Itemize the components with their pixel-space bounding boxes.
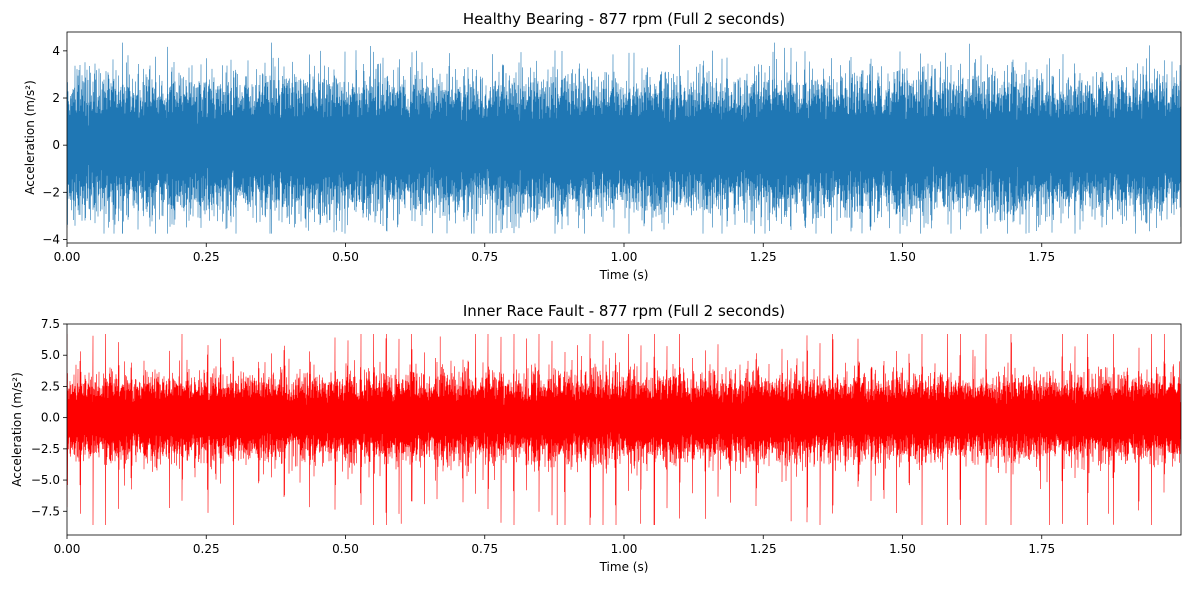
signal-trace	[67, 333, 1181, 526]
y-tick-label: 2	[52, 91, 60, 105]
inner-race-fault-panel: 0.00 0.25 0.50 0.75 1.00 1.25 1.50 1.75 −7.5 −5.0…	[10, 302, 1182, 574]
x-tick-label: 0.25	[193, 542, 220, 556]
x-tick-label: 0.00	[54, 542, 81, 556]
x-axis-label: Time (s)	[599, 268, 649, 282]
y-tick-label: 4	[52, 44, 60, 58]
x-axis-label: Time (s)	[599, 560, 649, 574]
y-tick-label: −4	[42, 232, 60, 246]
x-tick-label: 0.00	[54, 250, 81, 264]
x-tick-label: 1.00	[611, 250, 638, 264]
y-tick-label: 7.5	[41, 317, 60, 331]
x-tick-label: 1.75	[1028, 250, 1055, 264]
y-tick-label: −2	[42, 185, 60, 199]
signal-trace	[67, 42, 1181, 234]
x-tick-label: 1.75	[1028, 542, 1055, 556]
x-tick-label: 1.00	[611, 542, 638, 556]
y-tick-label: −2.5	[31, 442, 60, 456]
y-tick-label: 0	[52, 138, 60, 152]
x-tick-label: 0.50	[332, 250, 359, 264]
x-tick-label: 0.75	[471, 250, 498, 264]
x-tick-label: 0.75	[471, 542, 498, 556]
x-tick-label: 1.25	[750, 250, 777, 264]
y-tick-label: 0.0	[41, 411, 60, 425]
x-tick-label: 1.50	[889, 542, 916, 556]
x-tick-label: 0.25	[193, 250, 220, 264]
chart-title: Inner Race Fault - 877 rpm (Full 2 secon…	[463, 302, 785, 320]
y-axis-label: Acceleration (m/s²)	[10, 372, 24, 487]
y-axis-label: Acceleration (m/s²)	[23, 80, 37, 195]
x-tick-label: 1.50	[889, 250, 916, 264]
y-tick-label: −5.0	[31, 473, 60, 487]
x-tick-label: 1.25	[750, 542, 777, 556]
x-tick-label: 0.50	[332, 542, 359, 556]
y-tick-label: 5.0	[41, 348, 60, 362]
healthy-bearing-panel: 0.00 0.25 0.50 0.75 1.00 1.25 1.50 1.75 −4 −2 0 2 4 H…	[23, 10, 1182, 282]
y-tick-label: 2.5	[41, 379, 60, 393]
chart-title: Healthy Bearing - 877 rpm (Full 2 second…	[463, 10, 785, 28]
y-tick-label: −7.5	[31, 504, 60, 518]
